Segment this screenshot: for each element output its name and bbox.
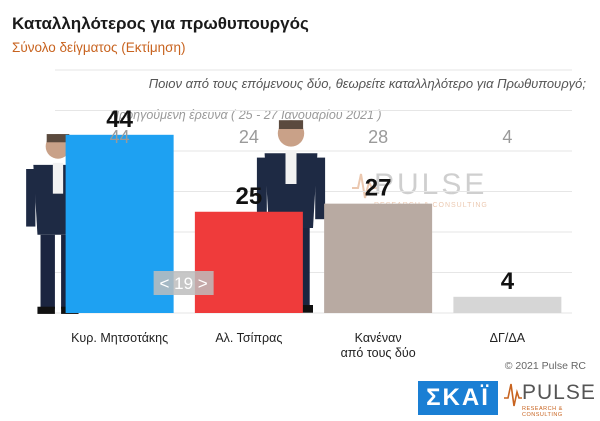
skai-logo: ΣΚΑΪ <box>418 381 498 415</box>
previous-survey-label: Προηγούμενη έρευνα ( 25 - 27 Ιανουαρίου … <box>110 108 382 122</box>
pulse-logo: PULSE RESEARCH & CONSULTING <box>504 380 596 418</box>
previous-value-label: 4 <box>502 127 512 147</box>
previous-value-label: 44 <box>110 127 130 147</box>
figure-hair <box>46 134 70 143</box>
category-label: Κυρ. Μητσοτάκης <box>71 331 168 345</box>
figure-hair <box>278 120 304 129</box>
category-label: από τους δύο <box>341 346 416 360</box>
bar <box>194 211 303 313</box>
previous-value-label: 24 <box>239 127 259 147</box>
bar <box>453 296 562 313</box>
pulse-logo-wave-icon <box>504 383 522 407</box>
figure-jacket <box>264 153 318 228</box>
pulse-logo-subtitle: RESEARCH & CONSULTING <box>522 406 563 418</box>
figure-shirt <box>285 151 297 184</box>
category-label: ΔΓ/ΔΑ <box>490 331 526 345</box>
bars <box>65 134 562 313</box>
bar-value-label: 44 <box>106 106 133 133</box>
figure-shirt <box>52 162 64 194</box>
value-labels: 44 25 27 4 <box>106 106 514 295</box>
copyright-text: © 2021 Pulse RC <box>504 360 586 372</box>
survey-question: Ποιον από τους επόμενους δύο, θεωρείτε κ… <box>148 76 586 91</box>
bar-value-label: 27 <box>365 175 392 202</box>
pulse-wave-icon <box>352 173 378 199</box>
pulse-logo-word: PULSE <box>522 381 596 404</box>
gap-indicator: < 19 > <box>153 271 214 295</box>
gap-box <box>153 271 214 295</box>
category-label: Κανέναν <box>355 331 402 345</box>
figure-arm-left <box>26 169 36 227</box>
gap-label: < 19 > <box>160 274 208 293</box>
chart-subtitle: Σύνολο δείγματος (Εκτίμηση) <box>12 40 186 55</box>
bar <box>324 203 433 313</box>
figure-shoe-left <box>37 306 55 314</box>
previous-value-label: 28 <box>368 127 388 147</box>
watermark-word: PULSE <box>374 168 488 201</box>
figure-arm-right <box>315 157 326 220</box>
category-label: Αλ. Τσίπρας <box>215 331 282 345</box>
figure-shoe-right <box>294 305 313 313</box>
previous-values: 44 24 28 4 <box>110 127 513 147</box>
chart-title: Καταλληλότερος για πρωθυπουργός <box>12 14 309 33</box>
figure-arm-left <box>256 157 267 220</box>
bar-value-label: 4 <box>501 268 515 295</box>
bar-value-label: 25 <box>236 183 263 210</box>
figure-leg-left <box>40 234 55 309</box>
